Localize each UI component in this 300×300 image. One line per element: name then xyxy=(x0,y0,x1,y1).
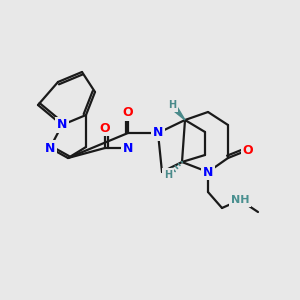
Text: H: H xyxy=(164,170,172,180)
Text: O: O xyxy=(243,143,253,157)
Text: N: N xyxy=(123,142,133,154)
Text: NH: NH xyxy=(231,195,249,205)
Text: O: O xyxy=(123,106,133,119)
Text: N: N xyxy=(153,127,163,140)
Polygon shape xyxy=(169,103,185,120)
Text: N: N xyxy=(45,142,55,154)
Text: O: O xyxy=(100,122,110,134)
Text: N: N xyxy=(203,166,213,178)
Text: H: H xyxy=(168,100,176,110)
Text: N: N xyxy=(57,118,67,131)
